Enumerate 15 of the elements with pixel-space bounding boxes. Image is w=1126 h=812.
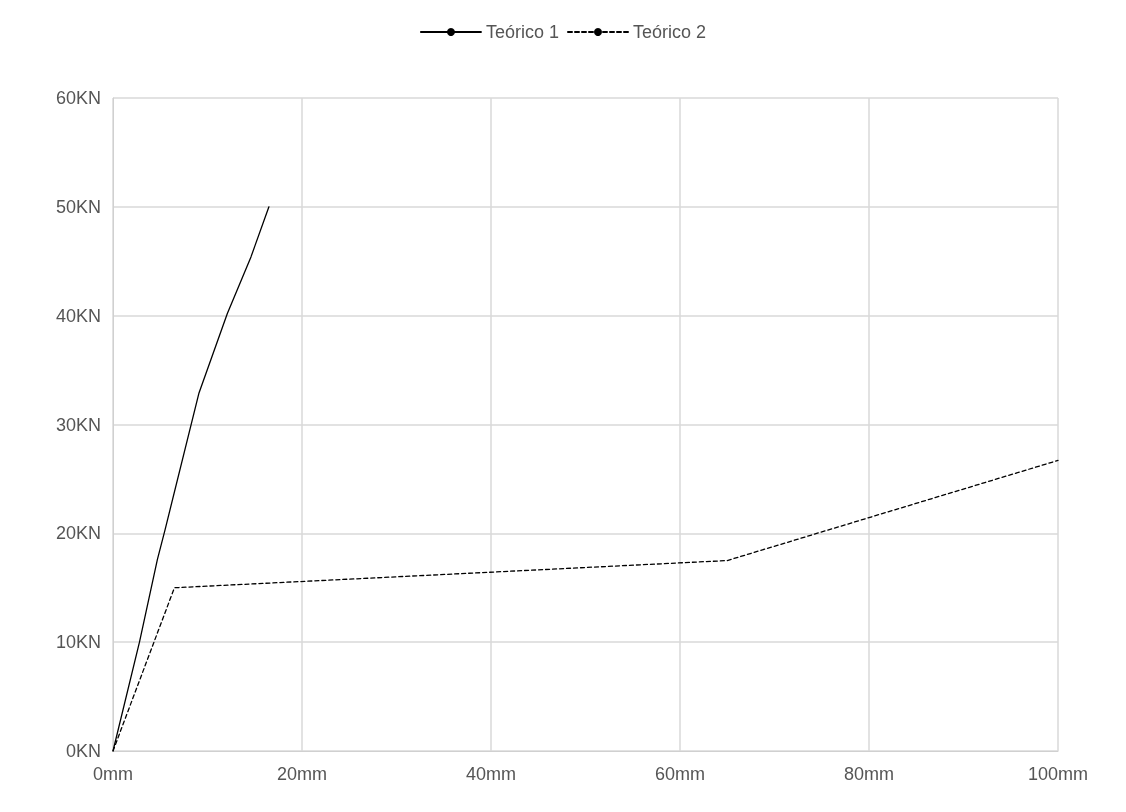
x-tick-label: 0mm	[93, 764, 133, 784]
legend-label: Teórico 2	[633, 22, 707, 42]
x-tick-label: 80mm	[843, 764, 895, 784]
y-tick-label: 10KN	[55, 632, 101, 653]
x-tick-label: 40mm	[465, 764, 517, 784]
y-tick-label: 50KN	[55, 196, 101, 217]
x-tick-label: 100mm	[1027, 764, 1089, 784]
y-tick-label: 40KN	[55, 305, 101, 326]
y-tick-label: 0KN	[65, 741, 101, 761]
x-tick-label: 60mm	[654, 764, 706, 784]
y-tick-label: 30KN	[55, 414, 101, 435]
y-tick-label: 20KN	[55, 523, 101, 544]
y-tick-label: 60KN	[55, 88, 101, 108]
x-tick-label: 20mm	[276, 764, 328, 784]
legend-label: Teórico 1	[485, 22, 560, 42]
